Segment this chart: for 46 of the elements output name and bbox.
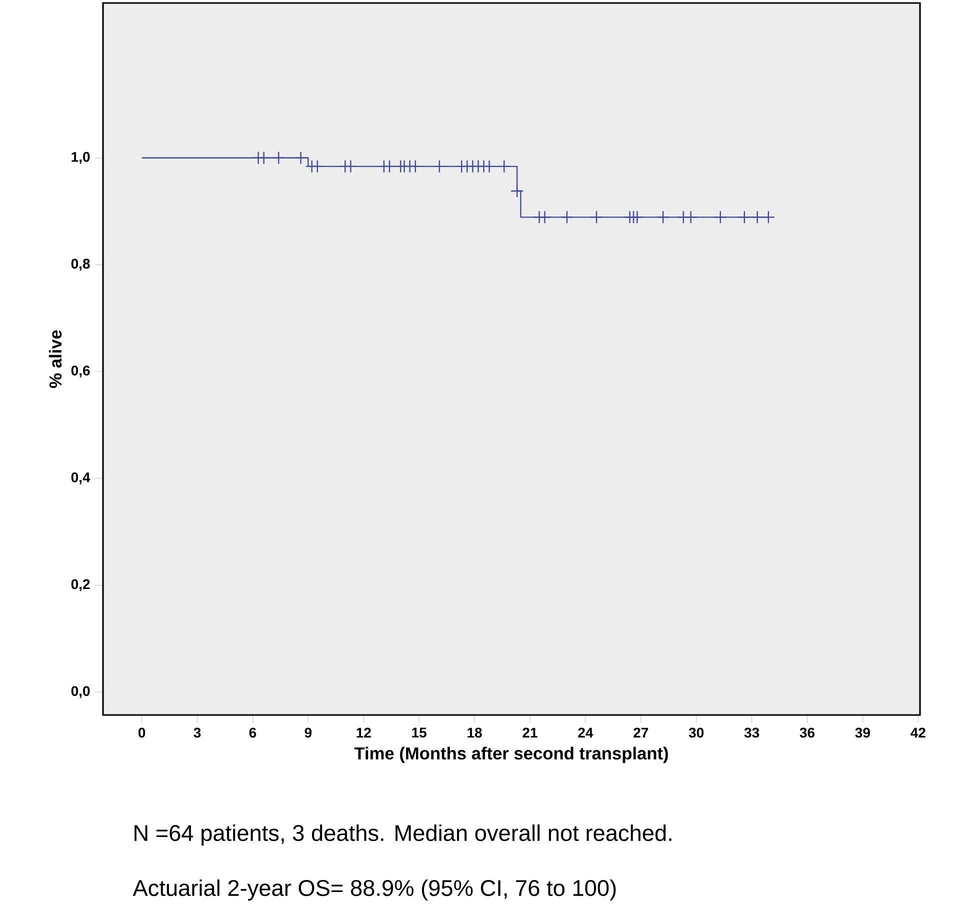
point [257,151,270,164]
point [656,210,670,224]
point [738,210,752,224]
y-tick-label: 0,8 [71,258,90,271]
point [684,210,698,224]
x-tick-label: 24 [578,728,594,738]
point [750,210,764,224]
point [272,151,286,164]
y-tick-label: 0,2 [71,579,90,592]
text: N =64 patients, 3 deaths. Median overall not reached. [134,824,672,846]
x-tick-label: 30 [688,728,704,738]
x-tick-label: 27 [634,728,648,738]
x-tick-label: 3 [194,728,201,738]
point [432,160,446,174]
x-tick-label: 42 [910,728,926,738]
y-tick-label: 0,4 [71,472,90,484]
x-tick-label: 9 [304,728,312,738]
y-tick-label: 0,6 [71,366,90,378]
point [482,160,496,174]
point [590,210,604,224]
point [560,210,574,224]
point [408,160,422,174]
x-tick-label: 6 [249,728,256,738]
x-tick-label: 33 [744,728,760,738]
text: Actuarial 2-year OS= 88.9% (95% CI, 76 to 100) [132,879,616,901]
x-tick-label: 18 [468,728,482,738]
point [762,210,776,224]
x-tick-label: 36 [800,728,815,738]
point [538,210,552,224]
point [714,210,727,224]
x-tick-label: 21 [522,728,538,738]
point [344,160,358,174]
x-axis-title: Time (Months after second transplant) [354,746,668,763]
point [510,184,524,198]
x-tick-label: 39 [855,728,870,738]
y-axis-title: % alive [48,330,62,388]
point [630,210,644,224]
point [294,151,308,164]
point [498,160,511,174]
x-tick-label: 0 [138,728,146,738]
x-tick-label: 12 [356,728,371,738]
y-tick-label: 1,0 [72,152,90,164]
x-tick-label: 15 [412,728,426,738]
point [382,160,396,174]
y-tick-label: 0,0 [71,686,90,698]
point [310,160,324,174]
